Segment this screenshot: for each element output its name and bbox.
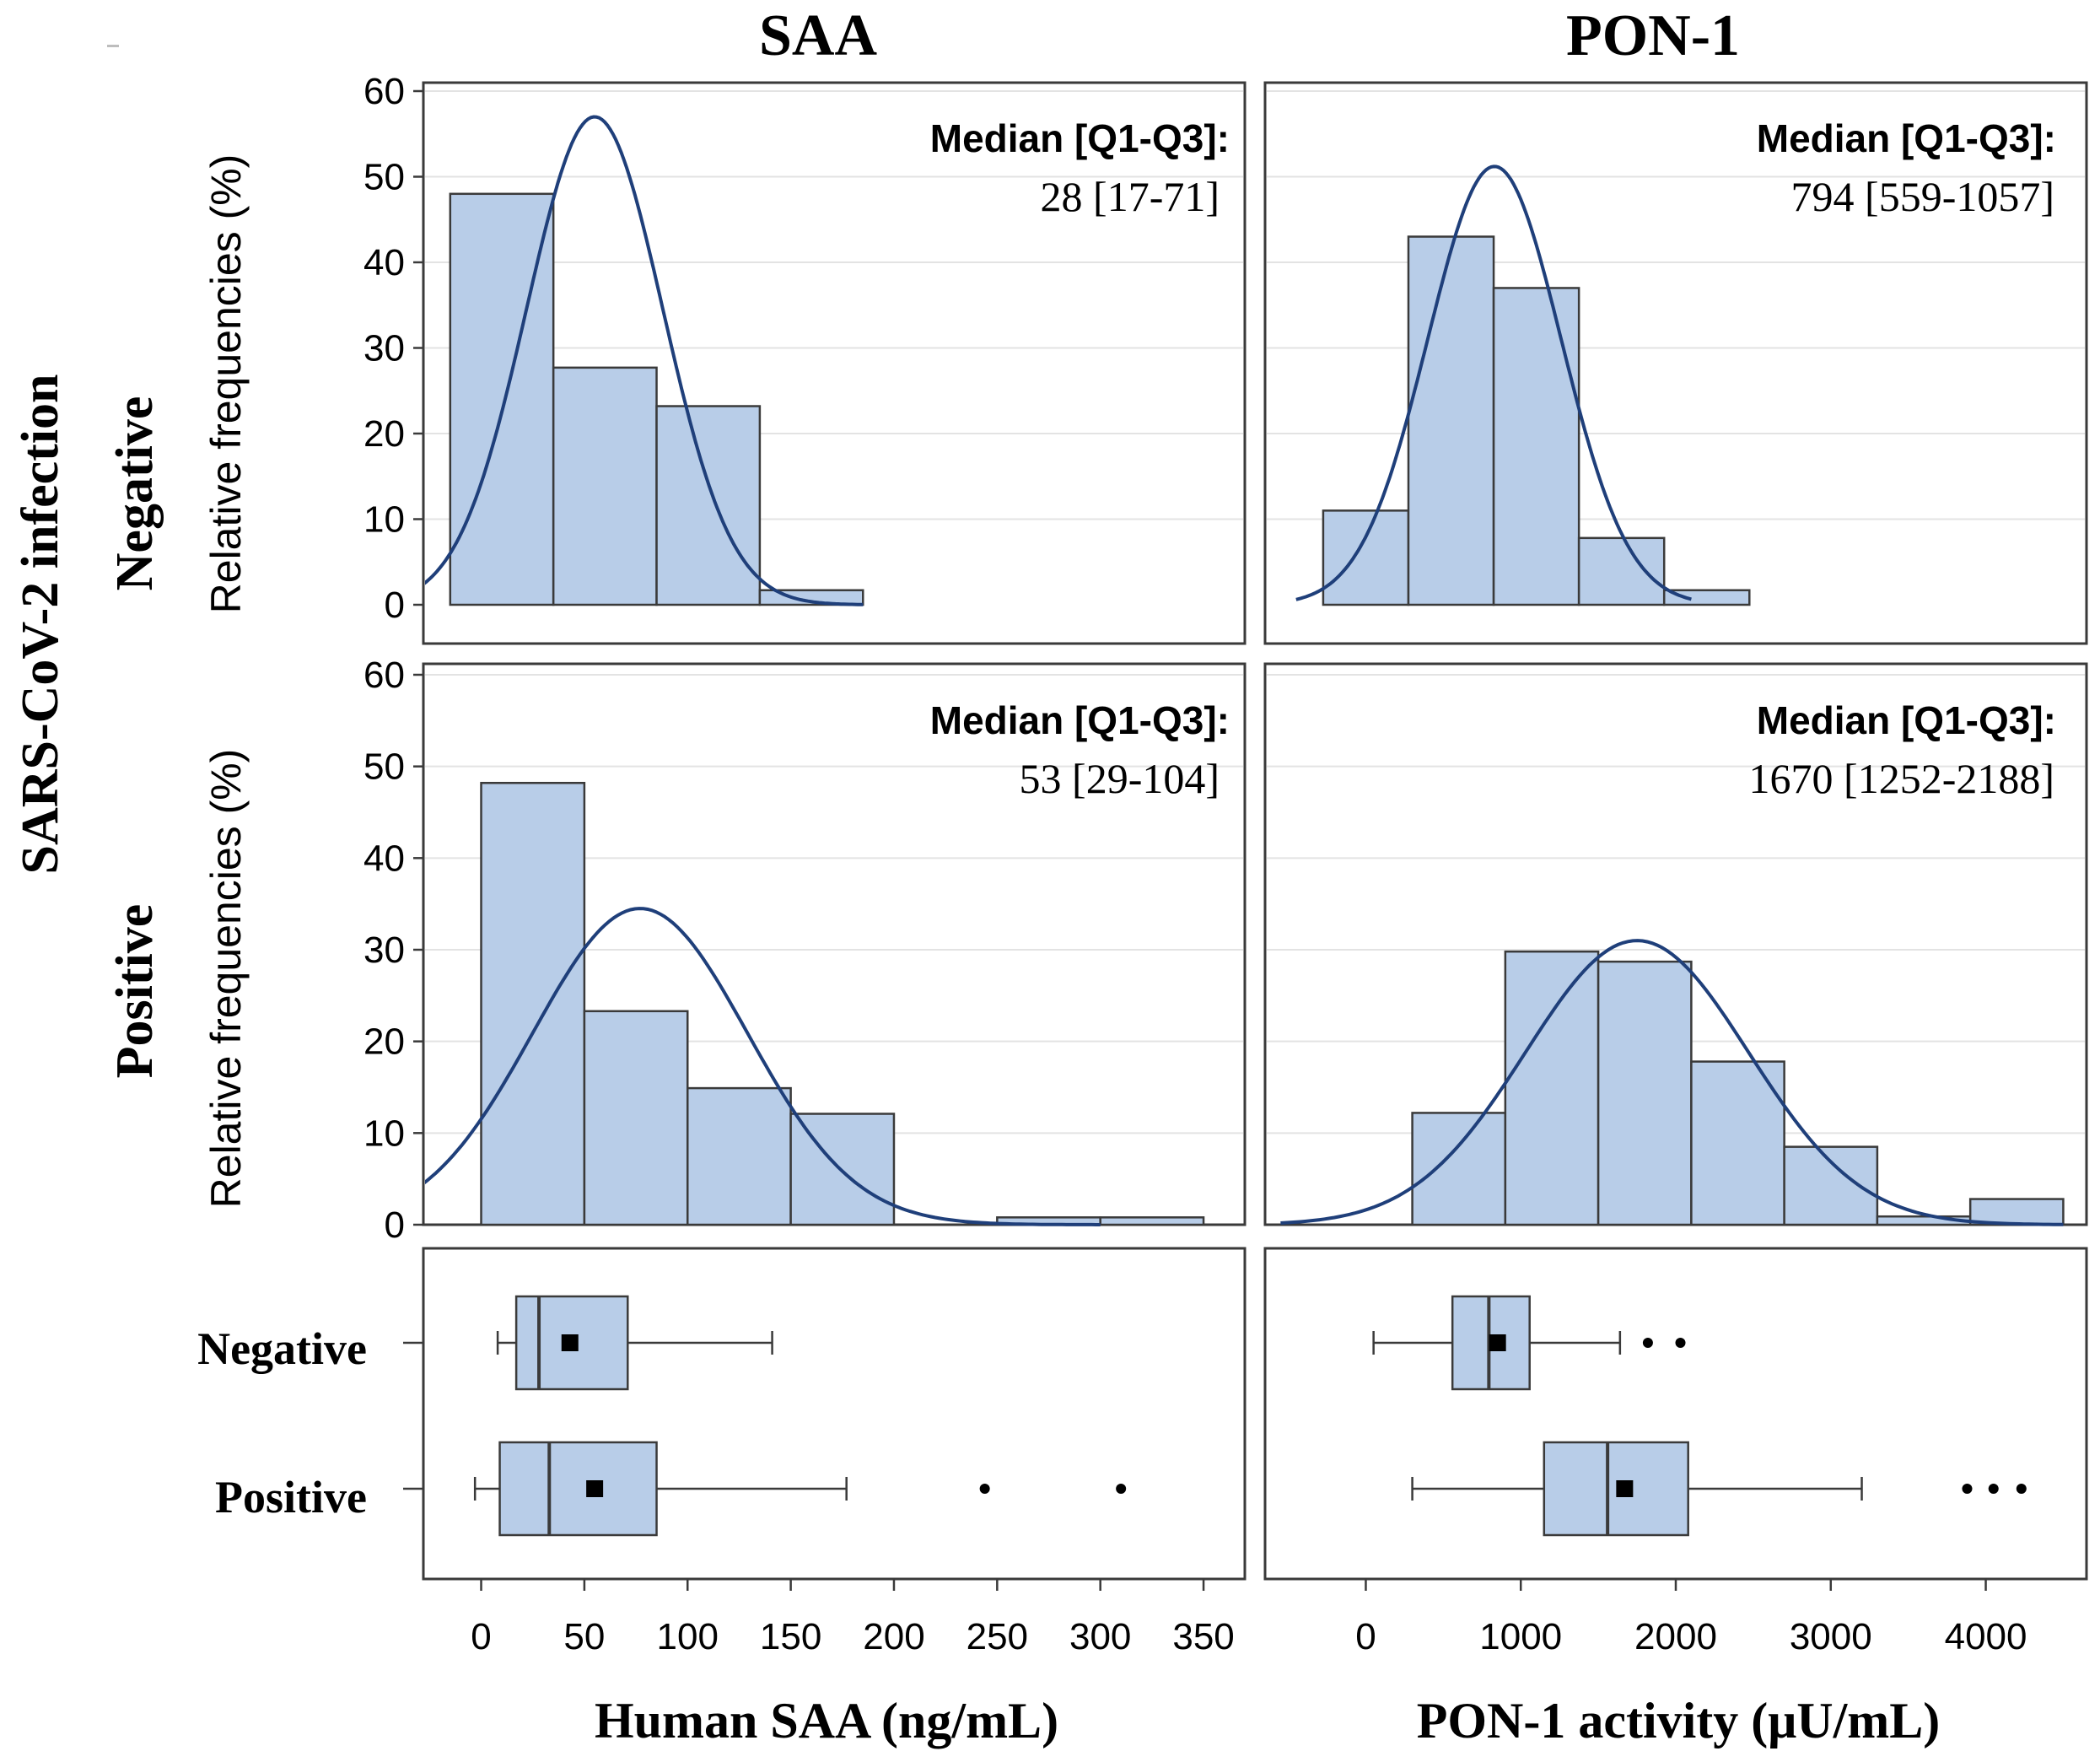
y-axis-label-negative: Relative frequencies (%) (202, 154, 250, 614)
histogram-pon1-positive (1267, 674, 2085, 1226)
y-tick-label: 60 (363, 655, 405, 696)
y-tick-label: 20 (363, 413, 405, 455)
super-label: SARS-CoV-2 infection (12, 374, 69, 875)
histogram-bar (1411, 1112, 1507, 1226)
histogram-bar (552, 366, 658, 606)
outlier-point (1962, 1484, 1973, 1494)
x-tick-label: 4000 (1945, 1616, 2027, 1657)
x-tick-label: 300 (1069, 1616, 1131, 1657)
histogram-bar (1577, 536, 1666, 606)
y-tick-label: 40 (363, 838, 405, 879)
box-iqr (498, 1441, 658, 1537)
histogram-bar (1662, 589, 1751, 606)
histogram-bar (1407, 235, 1495, 606)
saa-boxplot: 0 50 100 150 200 250 300 350 (403, 1295, 1235, 1657)
y-tick-label: 30 (363, 328, 405, 369)
histogram-bar (686, 1086, 792, 1226)
box-mean-marker (1489, 1334, 1506, 1351)
x-tick-label: 1000 (1479, 1616, 1562, 1657)
histogram-saa-negative: 0 10 20 30 40 50 60 (363, 71, 1243, 626)
x-axis-label-saa: Human SAA (ng/mL) (595, 1693, 1058, 1749)
histogram-bar (583, 1010, 689, 1226)
y-tick-label: 50 (363, 746, 405, 788)
row-label-positive: Positive (106, 904, 164, 1079)
row-label-negative: Negative (106, 396, 164, 591)
histogram-bar (1099, 1216, 1205, 1226)
histogram-bar (449, 192, 555, 606)
col-title-pon1: PON-1 (1566, 3, 1740, 68)
histogram-bar (655, 405, 762, 606)
y-tick-label: 40 (363, 242, 405, 283)
histogram-bar (1690, 1060, 1785, 1226)
x-tick-label: 3000 (1790, 1616, 1872, 1657)
histogram-pon1-negative (1267, 90, 2085, 606)
histogram-bar (1968, 1198, 2065, 1226)
corner-mark (107, 45, 119, 47)
x-tick-label: 0 (471, 1616, 491, 1657)
outlier-point (1675, 1338, 1686, 1348)
histogram-bar (1492, 287, 1580, 606)
histogram-bar (1597, 960, 1693, 1226)
median-title-pon1-negative: Median [Q1-Q3]: (1757, 116, 2056, 160)
x-tick-label: 350 (1172, 1616, 1234, 1657)
col-title-saa: SAA (759, 3, 877, 68)
median-title-saa-negative: Median [Q1-Q3]: (930, 116, 1230, 160)
median-value-pon1-positive: 1670 [1252-2188] (1749, 755, 2054, 802)
histogram-bar (1783, 1145, 1879, 1226)
y-tick-label: 0 (385, 585, 405, 626)
median-title-pon1-positive: Median [Q1-Q3]: (1757, 698, 2056, 742)
y-tick-label: 0 (385, 1204, 405, 1246)
y-tick-label: 50 (363, 157, 405, 198)
y-tick-label: 20 (363, 1021, 405, 1063)
y-axis-label-positive: Relative frequencies (%) (202, 749, 250, 1209)
outlier-point (1116, 1484, 1127, 1494)
histogram-bar (480, 781, 586, 1226)
x-tick-label: 0 (1355, 1616, 1376, 1657)
x-tick-label: 2000 (1634, 1616, 1717, 1657)
histogram-layer: 0 10 20 30 40 50 60 0 10 20 30 40 50 60 (363, 71, 2085, 1246)
y-tick-label: 10 (363, 499, 405, 541)
boxplot-layer: 0 50 100 150 200 250 300 350 0 1000 2000 3000 4000 (403, 1295, 2027, 1657)
histogram-bar (1504, 950, 1600, 1226)
median-value-saa-negative: 28 [17-71] (1041, 173, 1220, 220)
pon1-boxplot: 0 1000 2000 3000 4000 (1355, 1295, 2027, 1657)
box-mean-marker (1616, 1480, 1634, 1497)
x-tick-label: 50 (563, 1616, 605, 1657)
y-tick-label: 30 (363, 929, 405, 971)
density-curve (425, 907, 1101, 1226)
y-tick-label: 10 (363, 1113, 405, 1154)
outlier-point (1642, 1338, 1653, 1348)
histogram-bar (1322, 509, 1410, 606)
median-value-saa-positive: 53 [29-104] (1020, 755, 1220, 802)
histogram-saa-positive: 0 10 20 30 40 50 60 (363, 655, 1243, 1246)
box-mean-marker (561, 1334, 579, 1351)
density-curve (1280, 939, 2064, 1226)
outlier-point (979, 1484, 990, 1494)
density-curve (1295, 164, 1692, 601)
box-iqr (1543, 1441, 1689, 1537)
density-curve (425, 115, 864, 606)
box-label-negative: Negative (197, 1323, 367, 1374)
x-tick-label: 100 (657, 1616, 719, 1657)
box-mean-marker (586, 1480, 604, 1497)
x-axis-label-pon1: PON-1 activity (μU/mL) (1417, 1693, 1941, 1749)
x-tick-label: 250 (967, 1616, 1028, 1657)
outlier-point (1988, 1484, 1999, 1494)
outlier-point (2016, 1484, 2027, 1494)
box-label-positive: Positive (215, 1472, 367, 1522)
median-value-pon1-negative: 794 [559-1057] (1791, 173, 2054, 220)
x-tick-label: 200 (863, 1616, 924, 1657)
x-tick-label: 150 (760, 1616, 821, 1657)
median-title-saa-positive: Median [Q1-Q3]: (930, 698, 1230, 742)
y-tick-label: 60 (363, 71, 405, 112)
